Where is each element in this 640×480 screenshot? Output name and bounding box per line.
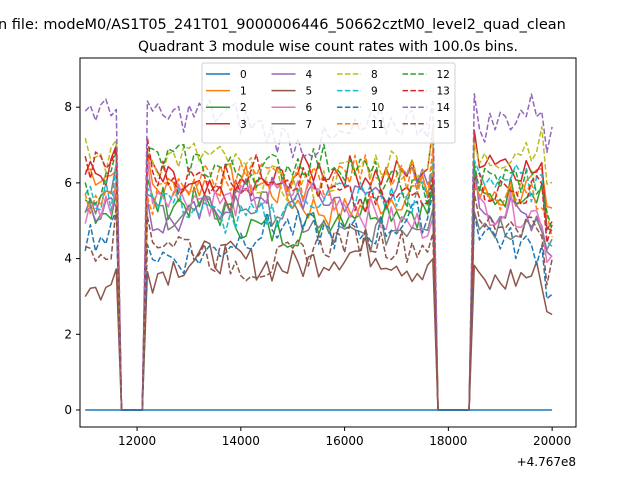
x-offset-text: +4.767e8: [517, 455, 576, 469]
legend-label-4: 4: [306, 69, 313, 81]
legend-label-14: 14: [437, 102, 451, 114]
y-tick-label: 2: [64, 327, 72, 341]
series-line-14: [84, 93, 553, 411]
legend-label-3: 3: [240, 119, 247, 131]
legend-label-2: 2: [240, 102, 247, 114]
y-tick-label: 8: [64, 100, 72, 114]
y-tick-label: 6: [64, 176, 72, 190]
x-tick-label: 14000: [222, 434, 260, 448]
legend-label-7: 7: [306, 119, 313, 131]
series-layer: [84, 93, 553, 411]
legend-label-6: 6: [306, 102, 313, 114]
legend-label-11: 11: [371, 119, 384, 131]
legend-box: [201, 62, 456, 144]
legend-label-1: 1: [240, 86, 247, 98]
series-line-13: [84, 137, 553, 411]
series-line-8: [84, 126, 553, 411]
legend-label-10: 10: [371, 102, 384, 114]
legend-label-13: 13: [437, 86, 450, 98]
x-tick-label: 12000: [118, 434, 156, 448]
legend-label-5: 5: [306, 86, 313, 98]
y-tick-label: 0: [64, 403, 72, 417]
series-line-5: [84, 236, 553, 411]
chart-title: Quadrant 3 module wise count rates with …: [138, 39, 518, 55]
legend-label-0: 0: [240, 69, 247, 81]
x-tick-label: 20000: [533, 434, 571, 448]
legend-label-12: 12: [437, 69, 450, 81]
legend-label-8: 8: [371, 69, 378, 81]
series-line-15: [84, 192, 553, 411]
y-tick-label: 4: [64, 252, 72, 266]
legend-label-15: 15: [437, 119, 450, 131]
series-line-3: [84, 129, 553, 411]
tick-layer: 12000 14000 16000 18000 20000 0 2 4 6 8: [64, 100, 571, 448]
figure-suptitle: n file: modeM0/AS1T05_241T01_9000006446_…: [0, 17, 566, 33]
x-tick-label: 16000: [326, 434, 364, 448]
series-line-12: [84, 143, 553, 411]
x-tick-label: 18000: [429, 434, 467, 448]
series-line-10: [84, 192, 553, 411]
plot-frame: [79, 57, 577, 428]
series-line-9: [84, 159, 553, 411]
legend-label-9: 9: [371, 86, 378, 98]
